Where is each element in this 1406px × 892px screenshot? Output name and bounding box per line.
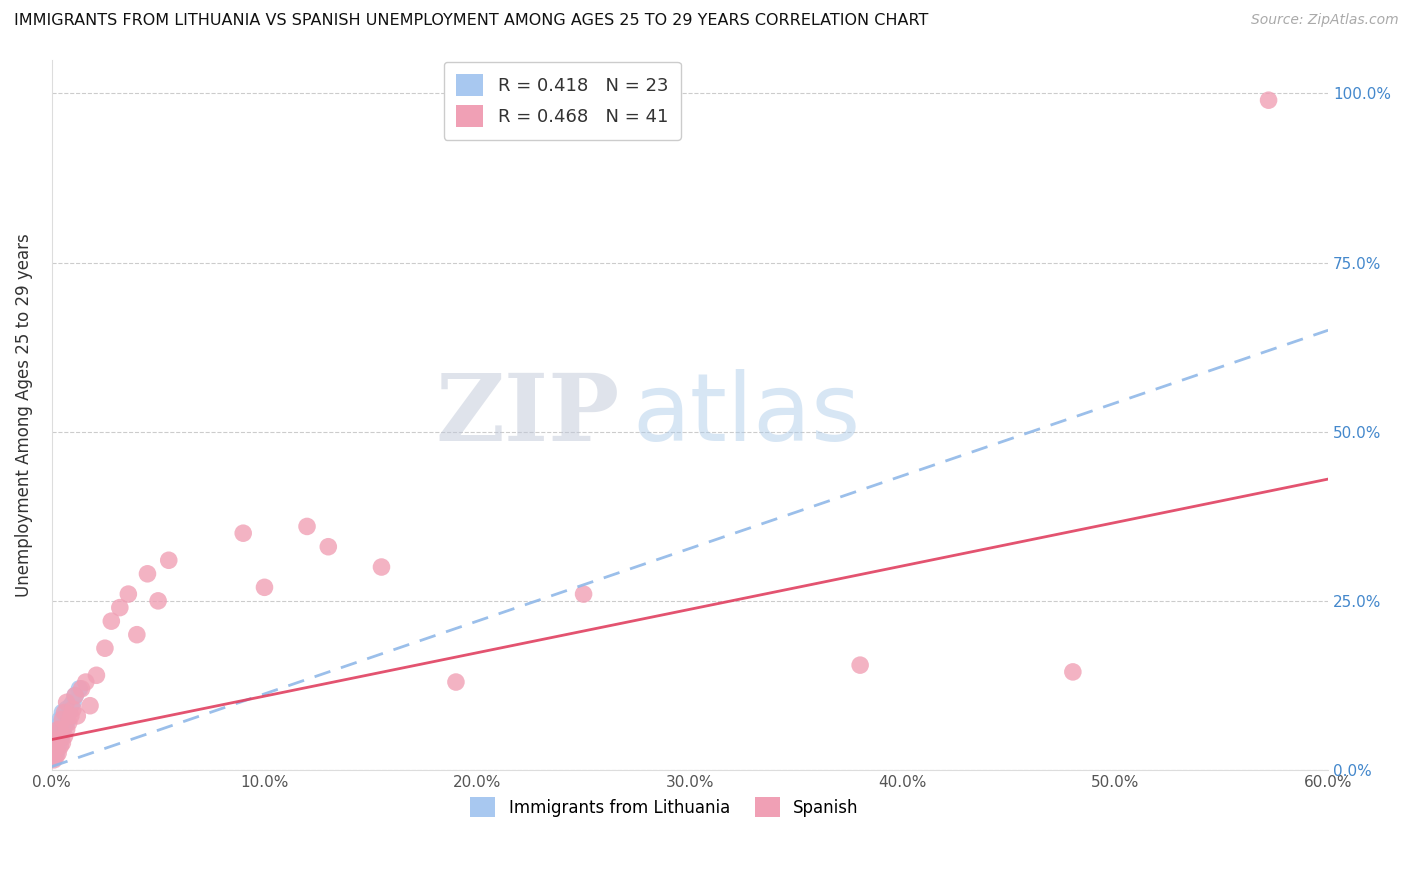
Point — [63, 689, 86, 703]
Point — [49, 712, 72, 726]
Point — [53, 706, 76, 720]
Point — [49, 723, 72, 737]
Point — [295, 519, 318, 533]
Point — [136, 566, 159, 581]
Point — [42, 753, 65, 767]
Point — [117, 587, 139, 601]
Point — [146, 594, 169, 608]
Point — [79, 698, 101, 713]
Point — [75, 675, 97, 690]
Point — [62, 702, 84, 716]
Point — [49, 723, 72, 737]
Point — [1062, 665, 1084, 679]
Point — [59, 698, 82, 713]
Point — [63, 689, 86, 703]
Text: IMMIGRANTS FROM LITHUANIA VS SPANISH UNEMPLOYMENT AMONG AGES 25 TO 29 YEARS CORR: IMMIGRANTS FROM LITHUANIA VS SPANISH UNE… — [14, 13, 928, 29]
Legend: Immigrants from Lithuania, Spanish: Immigrants from Lithuania, Spanish — [463, 789, 868, 826]
Point — [253, 580, 276, 594]
Point — [46, 746, 69, 760]
Point — [53, 729, 76, 743]
Point — [46, 739, 69, 754]
Point — [444, 675, 467, 690]
Text: ZIP: ZIP — [436, 370, 620, 459]
Point — [58, 715, 80, 730]
Y-axis label: Unemployment Among Ages 25 to 29 years: Unemployment Among Ages 25 to 29 years — [15, 233, 32, 597]
Text: Source: ZipAtlas.com: Source: ZipAtlas.com — [1251, 13, 1399, 28]
Point — [49, 732, 72, 747]
Point — [51, 706, 73, 720]
Point — [157, 553, 180, 567]
Point — [232, 526, 254, 541]
Point — [94, 641, 117, 656]
Point — [55, 695, 77, 709]
Point — [55, 715, 77, 730]
Point — [45, 749, 67, 764]
Point — [849, 658, 872, 673]
Point — [1257, 93, 1279, 107]
Point — [46, 719, 69, 733]
Point — [370, 560, 392, 574]
Point — [46, 723, 69, 737]
Point — [59, 709, 82, 723]
Point — [125, 628, 148, 642]
Point — [55, 702, 77, 716]
Point — [86, 668, 108, 682]
Point — [49, 739, 72, 754]
Point — [572, 587, 595, 601]
Point — [58, 706, 80, 720]
Point — [100, 614, 122, 628]
Point — [45, 736, 67, 750]
Point — [51, 712, 73, 726]
Point — [51, 715, 73, 730]
Point — [42, 749, 65, 764]
Point — [45, 726, 67, 740]
Point — [45, 736, 67, 750]
Point — [51, 726, 73, 740]
Point — [62, 695, 84, 709]
Point — [67, 681, 90, 696]
Point — [70, 681, 93, 696]
Point — [46, 732, 69, 747]
Point — [66, 709, 89, 723]
Point — [53, 719, 76, 733]
Point — [316, 540, 339, 554]
Text: atlas: atlas — [633, 368, 860, 461]
Point — [108, 600, 131, 615]
Point — [42, 742, 65, 756]
Point — [55, 723, 77, 737]
Point — [53, 709, 76, 723]
Point — [46, 729, 69, 743]
Point — [45, 746, 67, 760]
Point — [51, 736, 73, 750]
